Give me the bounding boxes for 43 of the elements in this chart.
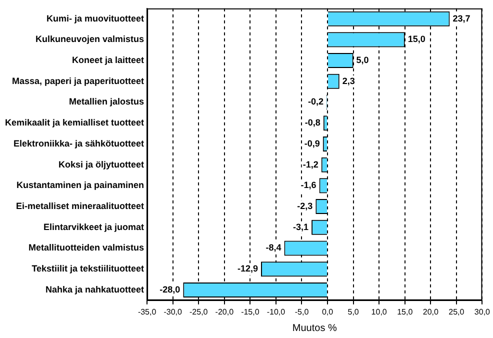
y-tick-label: Metallituotteiden valmistus (28, 242, 144, 253)
data-label: -0,2 (308, 96, 324, 107)
data-label: 15,0 (408, 34, 426, 44)
x-tick-label: -30,0 (164, 307, 182, 316)
y-tick-label: Kulkuneuvojen valmistus (36, 34, 144, 44)
data-label: -12,9 (237, 264, 258, 274)
data-label: -8,4 (266, 242, 282, 253)
x-tick-label: 25,0 (448, 307, 465, 316)
x-tick-label: 15,0 (397, 307, 414, 316)
data-label: 5,0 (356, 55, 369, 66)
y-tick-label: Ei-metalliset mineraalituotteet (16, 201, 144, 212)
y-tick-label: Elektroniikka- ja sähkötuotteet (14, 138, 144, 148)
data-label: -1,2 (302, 159, 318, 170)
data-label: 23,7 (452, 13, 470, 24)
y-tick-label: Elintarvikkeet ja juomat (44, 222, 144, 232)
y-tick-label: Koksi ja öljytuotteet (58, 159, 144, 170)
data-label: 2,3 (342, 76, 355, 86)
x-tick-label: 0,0 (322, 307, 334, 316)
data-label: -3,1 (293, 222, 309, 232)
x-axis-title: Muutos % (292, 322, 337, 334)
x-tick-label: 20,0 (422, 307, 439, 316)
y-tick-label: Koneet ja laitteet (72, 55, 144, 66)
y-tick-label: Massa, paperi ja paperituotteet (12, 76, 144, 86)
data-label: -0,9 (304, 138, 320, 148)
x-tick-label: -20,0 (215, 307, 234, 316)
data-label: -28,0 (160, 284, 180, 294)
x-tick-label: -15,0 (241, 307, 260, 316)
x-tick-label: 30,0 (474, 307, 491, 316)
data-label: -1,6 (300, 180, 316, 190)
data-label: -2,3 (297, 201, 313, 212)
y-tick-label: Kumi- ja muovituotteet (46, 13, 144, 24)
y-tick-label: Metallien jalostus (69, 96, 144, 107)
x-tick-label: -5,0 (294, 307, 310, 316)
x-tick-label: 10,0 (371, 307, 388, 316)
x-tick-label: -25,0 (190, 307, 208, 316)
y-tick-label: Tekstiilit ja tekstiilituotteet (32, 264, 144, 274)
y-tick-label: Kemikaalit ja kemialliset tuotteet (4, 118, 144, 128)
y-tick-label: Nahka ja nahkatuotteet (46, 284, 144, 294)
y-tick-label: Kustantaminen ja painaminen (16, 180, 144, 190)
x-tick-label: 5,0 (348, 307, 360, 316)
data-label: -0,8 (304, 118, 320, 128)
x-tick-label: -10,0 (266, 307, 286, 316)
x-tick-label: -35,0 (138, 307, 157, 316)
